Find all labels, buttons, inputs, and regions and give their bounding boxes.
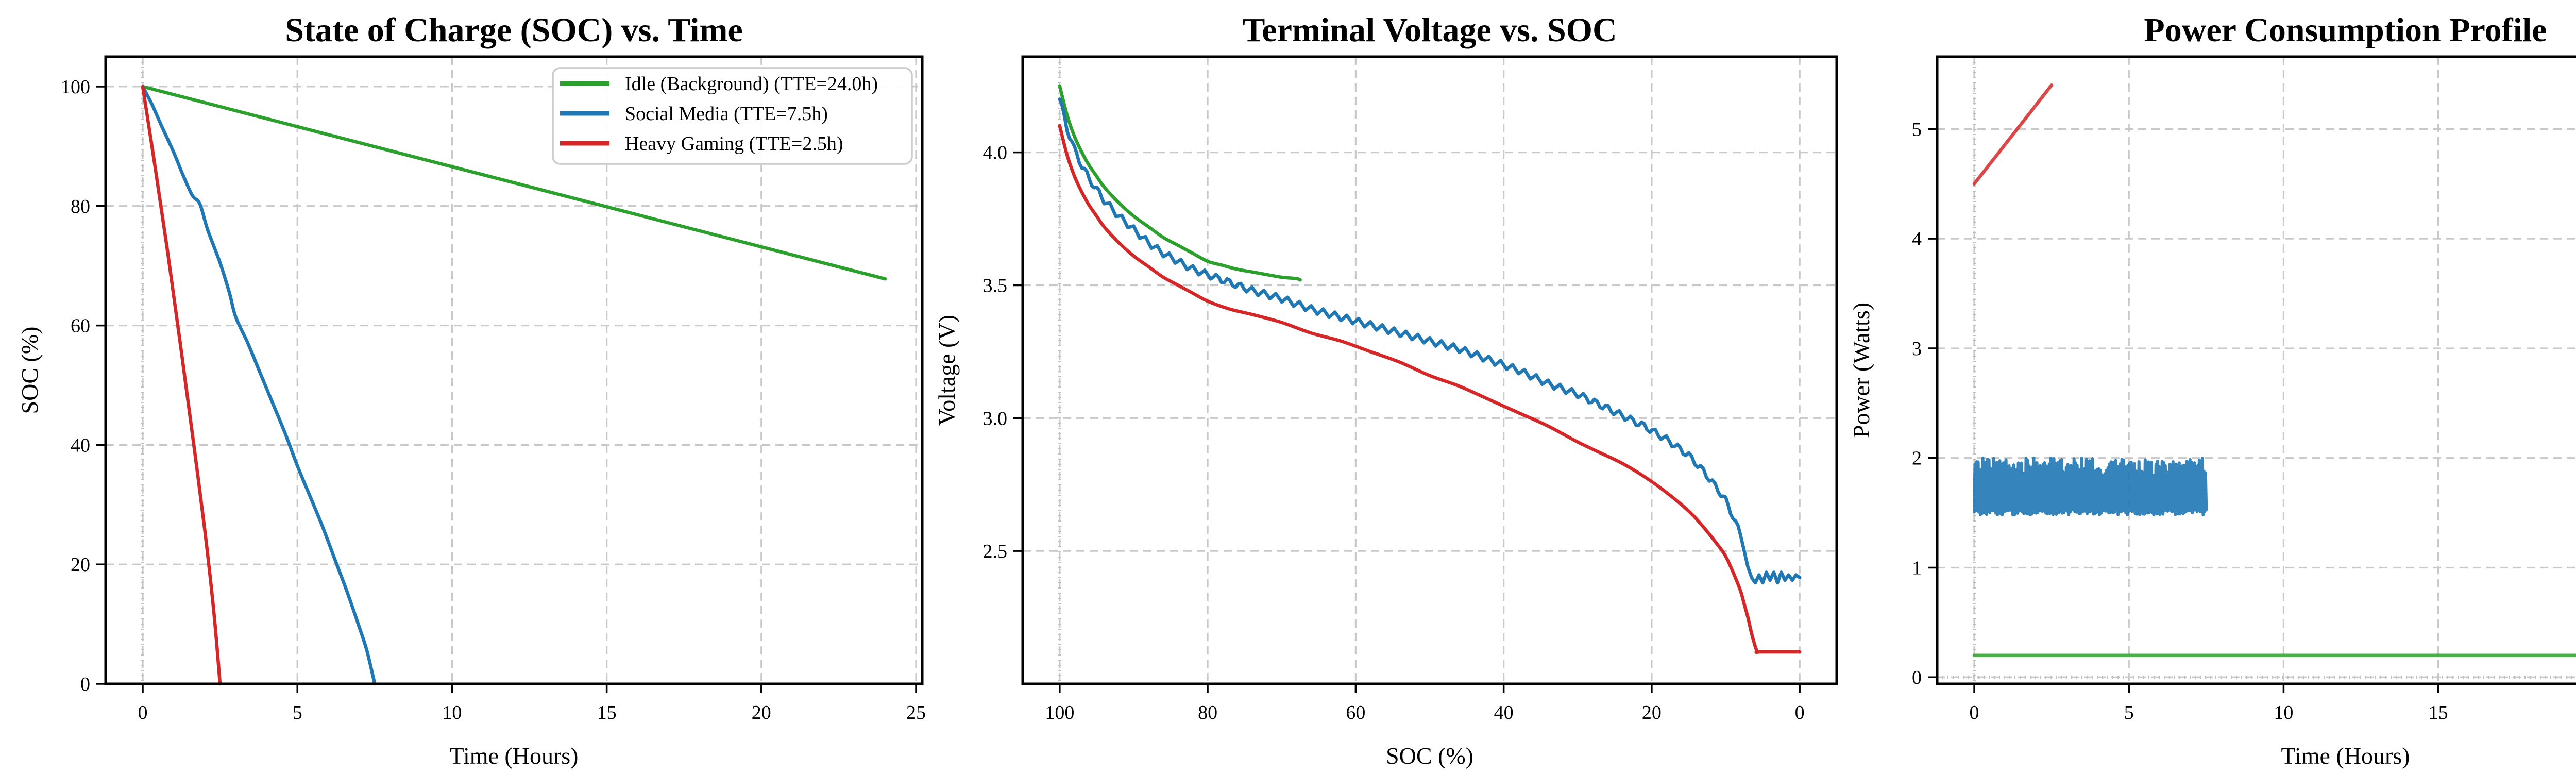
y-axis-label: SOC (%) xyxy=(16,327,43,414)
y-tick-label: 3.5 xyxy=(983,275,1008,296)
gridlines xyxy=(1023,57,1837,684)
x-tick-label: 5 xyxy=(293,702,302,724)
x-axis-label: SOC (%) xyxy=(1386,743,1473,769)
legend-box xyxy=(552,67,913,165)
y-tick-label: 3.0 xyxy=(983,408,1008,429)
y-tick-label: 3 xyxy=(1912,338,1922,360)
x-tick-label: 20 xyxy=(1642,702,1662,724)
x-tick-label: 15 xyxy=(2429,702,2448,724)
subplot-2: 0510152025012345Power Consumption Profil… xyxy=(1848,11,2576,769)
y-tick-label: 80 xyxy=(71,196,90,217)
gridlines xyxy=(1937,57,2576,684)
y-axis-label: Power (Watts) xyxy=(1848,303,1874,438)
x-tick-label: 25 xyxy=(906,702,926,724)
x-tick-label: 80 xyxy=(1198,702,1217,724)
x-tick-label: 60 xyxy=(1346,702,1365,724)
x-tick-label: 10 xyxy=(442,702,462,724)
y-tick-label: 5 xyxy=(1912,119,1922,140)
series-line-1 xyxy=(1973,456,2208,517)
chart-title: Terminal Voltage vs. SOC xyxy=(1242,11,1617,49)
series-line-0 xyxy=(141,85,887,281)
x-axis-label: Time (Hours) xyxy=(449,743,578,769)
axes-spines xyxy=(104,55,924,685)
series-line-1 xyxy=(141,85,377,686)
series-line-1 xyxy=(1058,97,1802,585)
axes-spines xyxy=(1936,55,2576,685)
chart-title: Power Consumption Profile xyxy=(2144,11,2547,49)
y-tick-label: 100 xyxy=(61,76,90,98)
x-tick-label: 10 xyxy=(2274,702,2293,724)
y-axis-label: Voltage (V) xyxy=(934,315,960,426)
x-tick-label: 40 xyxy=(1494,702,1514,724)
x-tick-label: 0 xyxy=(1795,702,1805,724)
series-line-2 xyxy=(1058,124,1802,654)
x-tick-label: 100 xyxy=(1045,702,1074,724)
y-tick-label: 0 xyxy=(80,674,90,695)
subplot-1: 100 80 60 40 20 0 2.5 3.0 3.5 4.0 Terminal Voltage… xyxy=(934,11,1838,769)
tick-marks xyxy=(96,86,917,693)
x-tick-label: 20 xyxy=(752,702,771,724)
tick-marks xyxy=(1928,128,2439,693)
legend-label: Heavy Gaming (TTE=2.5h) xyxy=(625,133,843,155)
chart-title: State of Charge (SOC) vs. Time xyxy=(285,11,743,49)
series-line-0 xyxy=(1058,84,1302,282)
x-tick-label: 0 xyxy=(138,702,148,724)
x-tick-label: 5 xyxy=(2124,702,2134,724)
y-tick-label: 1 xyxy=(1912,557,1922,579)
series-line-2 xyxy=(141,85,222,686)
y-tick-label: 2.5 xyxy=(983,541,1008,562)
legend: Idle (Background) (TTE=24.0h) Social Medi… xyxy=(552,67,913,165)
x-tick-label: 0 xyxy=(1970,702,1979,724)
subplot-0: 0 5 10 15 20 25 0 20 40 60 80 100 State of Charge (S… xyxy=(16,11,926,769)
y-tick-label: 4.0 xyxy=(983,142,1008,164)
series-line-0 xyxy=(1972,83,2054,186)
x-axis-label: Time (Hours) xyxy=(2281,743,2410,769)
y-tick-label: 40 xyxy=(71,434,90,456)
axes-spines xyxy=(1021,55,1838,685)
y-tick-label: 0 xyxy=(1912,667,1922,688)
tick-marks xyxy=(1013,151,1801,693)
y-tick-label: 2 xyxy=(1912,448,1922,469)
x-tick-label: 15 xyxy=(597,702,617,724)
y-tick-label: 4 xyxy=(1912,228,1922,250)
legend-label: Social Media (TTE=7.5h) xyxy=(625,103,828,125)
y-tick-label: 60 xyxy=(71,315,90,337)
y-tick-label: 20 xyxy=(71,554,90,576)
legend-label: Idle (Background) (TTE=24.0h) xyxy=(625,73,878,95)
